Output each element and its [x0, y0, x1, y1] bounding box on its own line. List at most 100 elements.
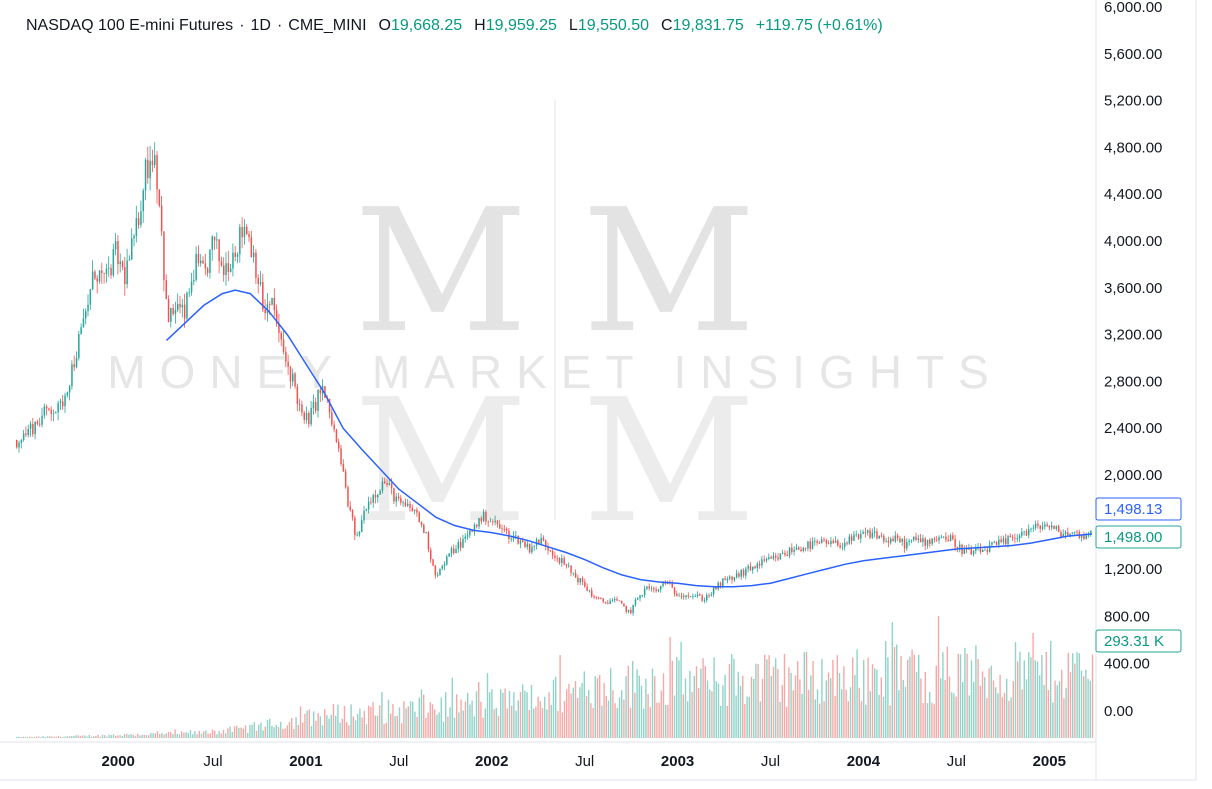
volume-bar: [79, 735, 82, 738]
volume-bar: [986, 698, 988, 738]
volume-bar: [792, 690, 794, 738]
volume-bar: [957, 653, 959, 738]
candle-body: [271, 298, 273, 305]
volume-bar: [365, 724, 368, 738]
volume-bar: [964, 648, 966, 738]
candle-body: [568, 565, 570, 567]
volume-bar: [73, 735, 75, 738]
candle-body: [823, 539, 825, 541]
close-value: 19,831.75: [672, 17, 744, 34]
candle-body: [55, 412, 57, 414]
volume-bar: [348, 725, 350, 738]
volume-bar: [156, 731, 159, 738]
volume-bar: [940, 678, 942, 738]
symbol-name[interactable]: NASDAQ 100 E-mini Futures: [26, 17, 234, 34]
volume-bar: [1067, 652, 1069, 738]
candle-body: [540, 537, 542, 545]
candle-body: [952, 535, 954, 540]
volume-bar: [216, 734, 218, 738]
volume-bar: [768, 655, 770, 738]
volume-bar: [409, 701, 412, 738]
volume-bar: [583, 671, 585, 738]
volume-bar: [1058, 681, 1061, 738]
candle-body: [733, 577, 736, 581]
volume-bar: [150, 733, 152, 738]
volume-bar: [711, 691, 713, 738]
candle-body: [993, 541, 995, 543]
price-tick-label: 6,000.00: [1104, 0, 1162, 16]
volume-bar: [777, 668, 779, 738]
candle-body: [531, 546, 533, 553]
volume-bar: [541, 708, 544, 738]
candle-body: [848, 536, 851, 544]
candle-body: [50, 409, 52, 414]
volume-bar: [38, 736, 40, 738]
time-tick-label: 2001: [289, 753, 322, 770]
candle-body: [802, 547, 805, 551]
volume-bar: [398, 707, 401, 738]
candle-body: [816, 541, 818, 543]
price-tick-label: 1,200.00: [1104, 561, 1162, 578]
volume-bar: [66, 736, 68, 738]
volume-bar: [684, 678, 687, 738]
volume-bar: [115, 735, 117, 738]
candle-body: [1053, 525, 1055, 529]
interval-label[interactable]: 1D: [250, 17, 271, 34]
volume-bar: [196, 734, 198, 738]
candle-body: [740, 569, 742, 577]
volume-bar: [326, 715, 328, 738]
volume-bar: [590, 703, 592, 738]
candle-body: [772, 555, 775, 559]
candle-body: [16, 439, 18, 448]
time-tick-label: 2000: [102, 753, 135, 770]
volume-bar: [159, 734, 161, 738]
candle-body: [1021, 531, 1023, 536]
candle-body: [683, 595, 685, 597]
volume-bar: [746, 696, 748, 738]
volume-bar: [946, 646, 948, 738]
candle-body: [333, 424, 335, 430]
volume-bar: [629, 707, 632, 738]
candle-body: [1037, 523, 1039, 526]
candle-body: [906, 542, 908, 549]
time-axis[interactable]: 2000 Jul 2001 Jul 2002 Jul 2003 Jul 2004 Jul 2005: [102, 753, 1066, 770]
candle-body: [876, 531, 878, 539]
candle-body: [883, 535, 885, 542]
candle-body: [945, 536, 947, 540]
volume-bar: [273, 727, 275, 738]
candle-body: [572, 572, 575, 574]
candle-body: [22, 433, 25, 440]
volume-bar: [130, 734, 132, 738]
volume-bar: [596, 678, 599, 738]
volume-bar: [821, 659, 823, 738]
candle-body: [227, 263, 230, 272]
candle-body: [650, 587, 653, 589]
price-axis[interactable]: 6,000.00 5,600.00 5,200.00 4,800.00 4,400.00…: [0, 0, 1197, 781]
volume-bar: [585, 696, 588, 738]
candle-body: [850, 536, 853, 541]
candle-body: [413, 509, 416, 511]
candle-body: [657, 589, 660, 592]
candle-body: [701, 595, 703, 601]
volume-bar: [350, 704, 352, 738]
candle-body: [296, 386, 299, 404]
volume-bar: [233, 726, 236, 738]
volume-bar: [187, 733, 189, 738]
high-label: H: [474, 17, 486, 34]
volume-bar: [808, 689, 810, 738]
volume-bar: [937, 615, 940, 738]
volume-bar: [467, 692, 469, 738]
volume-bar: [95, 736, 97, 738]
candle-body: [397, 496, 400, 499]
volume-bar: [1017, 661, 1019, 738]
candle-body: [223, 265, 225, 275]
volume-bar: [458, 712, 460, 738]
volume-bar: [660, 690, 662, 738]
candle-body: [489, 521, 492, 523]
candle-body: [696, 594, 699, 597]
volume-bar: [517, 700, 519, 738]
candle-body: [103, 273, 105, 274]
volume-bar: [1052, 702, 1054, 738]
volume-bar: [647, 694, 649, 738]
